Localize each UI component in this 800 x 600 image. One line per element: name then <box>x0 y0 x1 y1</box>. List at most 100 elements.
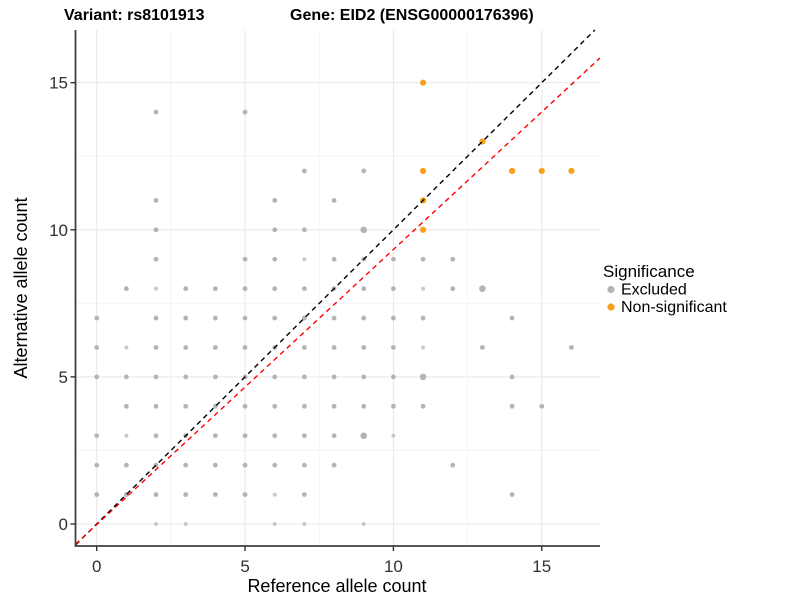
point-non-significant <box>508 167 516 175</box>
point-excluded <box>420 403 426 409</box>
point-excluded <box>272 315 278 321</box>
point-excluded <box>153 345 159 350</box>
point-excluded <box>123 374 129 380</box>
point-excluded <box>331 315 337 321</box>
minor-gridlines <box>75 30 600 546</box>
point-excluded <box>124 345 129 350</box>
point-excluded <box>450 286 456 292</box>
point-excluded <box>301 286 307 292</box>
plot-title-gene: Gene: EID2 (ENSG00000176396) <box>290 7 534 24</box>
point-excluded <box>301 433 307 439</box>
point-excluded <box>272 522 277 526</box>
reference-lines-layer <box>75 29 601 546</box>
point-excluded <box>183 315 189 321</box>
point-excluded <box>272 197 278 203</box>
point-excluded <box>331 403 337 409</box>
point-excluded <box>153 109 159 115</box>
point-excluded <box>480 345 485 350</box>
x-axis-label: Reference allele count <box>247 576 426 596</box>
point-excluded <box>242 109 248 115</box>
point-excluded <box>153 315 159 321</box>
legend-item-non-significant: Non-significant <box>607 299 727 316</box>
fit-line <box>75 57 601 545</box>
point-excluded <box>331 256 337 262</box>
point-non-significant <box>419 167 427 175</box>
legend-label-excluded: Excluded <box>621 282 687 299</box>
point-excluded <box>479 285 486 292</box>
point-excluded <box>331 374 337 380</box>
point-excluded <box>509 403 515 409</box>
point-excluded <box>301 227 307 233</box>
point-excluded <box>361 315 367 321</box>
point-non-significant <box>419 226 427 233</box>
point-excluded <box>154 522 159 526</box>
point-excluded <box>153 197 159 203</box>
point-excluded <box>124 433 129 438</box>
point-excluded <box>391 286 396 292</box>
point-excluded <box>391 403 396 409</box>
point-excluded <box>509 492 515 497</box>
y-tick-label: 0 <box>59 515 68 534</box>
data-points-layer <box>94 79 575 526</box>
y-tick-label: 5 <box>59 368 68 387</box>
point-excluded <box>420 315 426 321</box>
point-excluded <box>331 433 337 439</box>
legend-label-non-significant: Non-significant <box>621 299 727 316</box>
point-excluded <box>302 522 307 526</box>
point-excluded <box>391 433 396 438</box>
point-excluded <box>421 345 426 350</box>
point-excluded <box>94 462 100 468</box>
legend-item-excluded: Excluded <box>607 282 687 299</box>
point-excluded <box>183 403 189 409</box>
point-excluded <box>272 374 278 380</box>
point-excluded <box>419 373 427 381</box>
point-excluded <box>94 433 100 439</box>
x-tick-label: 15 <box>532 557 551 576</box>
point-excluded <box>391 345 396 350</box>
point-excluded <box>421 286 426 291</box>
legend-dot-non-significant-icon <box>607 303 615 311</box>
point-excluded <box>361 374 367 380</box>
point-excluded <box>391 315 396 321</box>
point-excluded <box>242 403 248 409</box>
point-excluded <box>153 374 159 380</box>
point-excluded <box>301 374 307 380</box>
point-excluded <box>153 492 159 497</box>
point-excluded <box>242 315 248 321</box>
point-excluded <box>272 256 278 262</box>
point-excluded <box>301 403 307 409</box>
point-excluded <box>94 374 100 380</box>
point-excluded <box>272 492 277 497</box>
point-excluded <box>153 433 159 439</box>
point-excluded <box>94 492 100 497</box>
point-excluded <box>183 374 189 380</box>
point-excluded <box>361 403 367 409</box>
point-excluded <box>272 227 278 233</box>
point-excluded <box>331 345 337 350</box>
point-excluded <box>301 462 307 468</box>
point-excluded <box>123 286 129 292</box>
point-excluded <box>450 256 456 262</box>
x-tick-label: 0 <box>92 557 101 576</box>
point-excluded <box>183 462 189 468</box>
point-excluded <box>153 403 159 409</box>
identity-line <box>75 29 596 546</box>
point-excluded <box>301 492 307 497</box>
point-excluded <box>302 257 307 262</box>
point-excluded <box>212 433 218 439</box>
plot-title-variant: Variant: rs8101913 <box>64 7 205 24</box>
point-excluded <box>569 345 574 350</box>
point-excluded <box>391 374 396 380</box>
point-excluded <box>242 492 248 497</box>
point-non-significant <box>538 167 545 175</box>
y-tick-label: 10 <box>49 221 68 240</box>
point-excluded <box>272 286 278 292</box>
x-tick-labels: 0 5 10 15 <box>92 557 551 576</box>
point-excluded <box>242 462 248 468</box>
point-excluded <box>331 462 337 468</box>
point-excluded <box>94 315 100 321</box>
y-axis-label: Alternative allele count <box>11 197 31 378</box>
point-excluded <box>301 345 307 350</box>
